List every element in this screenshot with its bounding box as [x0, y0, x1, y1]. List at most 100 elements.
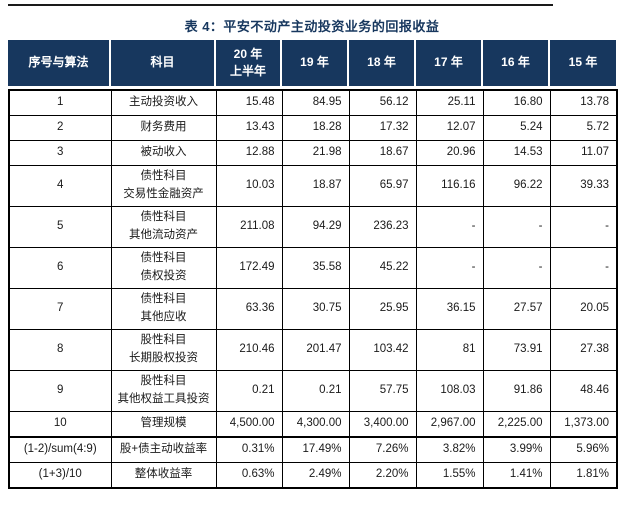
value-cell: 18.67	[348, 140, 417, 166]
return-table: 序号与算法 科目 20 年上半年 19 年 18 年 17 年 16 年 15 年 1 主动投资…	[8, 40, 618, 489]
table-row: 10 管理规模 4,500.00 4,300.00 3,400.00 2,967.00 2,…	[8, 411, 618, 438]
value-cell: 18.28	[281, 115, 350, 141]
value-cell: 2,967.00	[415, 411, 484, 438]
row-index-cell: 3	[8, 140, 112, 166]
value-cell: 1.81%	[549, 462, 618, 489]
value-cell: 4,500.00	[215, 411, 283, 438]
row-index-cell: 8	[8, 329, 112, 371]
table-row: 6 债性科目 债权投资 172.49 35.58 45.22- - -	[8, 247, 618, 289]
value-cell: 210.46	[215, 329, 283, 371]
value-cell: 13.78	[549, 89, 618, 116]
value-cell: 0.21	[281, 370, 350, 412]
value-cell: 13.43	[215, 115, 283, 141]
value-cell: 3.82%	[415, 436, 484, 463]
value-cell: 116.16	[415, 165, 484, 207]
value-cell: 94.29	[281, 206, 350, 248]
value-cell: 27.57	[482, 288, 551, 330]
value-cell: 56.12	[348, 89, 417, 116]
value-cell: -	[415, 247, 484, 289]
value-cell: 5.72	[549, 115, 618, 141]
value-cell: 16.80	[482, 89, 551, 116]
row-index-cell: 1	[8, 89, 112, 116]
value-cell: 11.07	[549, 140, 618, 166]
table-header: 序号与算法 科目 20 年上半年 19 年 18 年 17 年 16 年 15 年	[8, 40, 616, 86]
table-row: (1+3)/10 整体收益率 0.63% 2.49% 2.20% 1.55% 1.41% 1.…	[8, 462, 618, 489]
table-row: 5 债性科目 其他流动资产 211.08 94.29 236.23- - -	[8, 206, 618, 248]
value-cell: 5.96%	[549, 436, 618, 463]
value-cell: -	[415, 206, 484, 248]
value-cell: 236.23	[348, 206, 417, 248]
row-index-cell: 5	[8, 206, 112, 248]
value-cell: 57.75	[348, 370, 417, 412]
value-cell: 103.42	[348, 329, 417, 371]
value-cell: 35.58	[281, 247, 350, 289]
value-cell: 12.07	[415, 115, 484, 141]
value-cell: 20.05	[549, 288, 618, 330]
row-index-cell: 6	[8, 247, 112, 289]
column-header: 18 年	[347, 40, 415, 86]
value-cell: -	[549, 206, 618, 248]
value-cell: 14.53	[482, 140, 551, 166]
value-cell: 2.49%	[281, 462, 350, 489]
value-cell: 0.63%	[215, 462, 283, 489]
value-cell: 2.20%	[348, 462, 417, 489]
subject-cell: 主动投资收入	[110, 89, 217, 116]
table-row: 2 财务费用 13.43 18.28 17.32 12.07 5.24 5.72	[8, 115, 618, 141]
table-row: 3 被动收入 12.88 21.98 18.67 20.96 14.53 11.07	[8, 140, 618, 166]
row-index-cell: (1+3)/10	[8, 462, 112, 489]
value-cell: 45.22	[348, 247, 417, 289]
value-cell: -	[482, 247, 551, 289]
value-cell: 3,400.00	[348, 411, 417, 438]
value-cell: 1.41%	[482, 462, 551, 489]
value-cell: 2,225.00	[482, 411, 551, 438]
column-header: 序号与算法	[8, 40, 110, 86]
row-index-cell: 4	[8, 165, 112, 207]
value-cell: 25.95	[348, 288, 417, 330]
value-cell: 0.31%	[215, 436, 283, 463]
value-cell: 7.26%	[348, 436, 417, 463]
value-cell: 201.47	[281, 329, 350, 371]
subject-cell: 股+债主动收益率	[110, 436, 217, 463]
table-row: 9 股性科目 其他权益工具投资 0.21 0.21 57.75 108.03 91.86 48.…	[8, 370, 618, 412]
value-cell: 1,373.00	[549, 411, 618, 438]
value-cell: 27.38	[549, 329, 618, 371]
value-cell: 0.21	[215, 370, 283, 412]
subject-cell: 财务费用	[110, 115, 217, 141]
column-header: 17 年	[414, 40, 482, 86]
top-divider	[8, 4, 553, 6]
row-index-cell: 7	[8, 288, 112, 330]
table-body: 1 主动投资收入 15.48 84.95 56.12 25.11 16.80 13.78 2 财务…	[8, 89, 618, 489]
subject-cell: 管理规模	[110, 411, 217, 438]
column-header: 15 年	[548, 40, 616, 86]
value-cell: 17.49%	[281, 436, 350, 463]
value-cell: 1.55%	[415, 462, 484, 489]
header-row: 序号与算法 科目 20 年上半年 19 年 18 年 17 年 16 年 15 年	[8, 40, 616, 86]
row-index-cell: 10	[8, 411, 112, 438]
value-cell: 108.03	[415, 370, 484, 412]
subject-cell: 债性科目 其他流动资产	[110, 206, 217, 248]
column-header: 科目	[109, 40, 215, 86]
value-cell: 3.99%	[482, 436, 551, 463]
value-cell: 48.46	[549, 370, 618, 412]
column-header: 19 年	[280, 40, 348, 86]
value-cell: -	[482, 206, 551, 248]
subject-cell: 股性科目 长期股权投资	[110, 329, 217, 371]
value-cell: 5.24	[482, 115, 551, 141]
column-header: 20 年上半年	[214, 40, 281, 86]
subject-cell: 股性科目 其他权益工具投资	[110, 370, 217, 412]
column-header: 16 年	[481, 40, 549, 86]
table-row: (1-2)/sum(4:9) 股+债主动收益率 0.31% 17.49% 7.26% 3.…	[8, 436, 618, 463]
value-cell: 17.32	[348, 115, 417, 141]
value-cell: 39.33	[549, 165, 618, 207]
value-cell: 30.75	[281, 288, 350, 330]
subject-cell: 整体收益率	[110, 462, 217, 489]
value-cell: 211.08	[215, 206, 283, 248]
value-cell: 91.86	[482, 370, 551, 412]
value-cell: 73.91	[482, 329, 551, 371]
table-row: 8 股性科目 长期股权投资 210.46 201.47 103.42 81 73.91 27.3…	[8, 329, 618, 371]
value-cell: 81	[415, 329, 484, 371]
value-cell: 4,300.00	[281, 411, 350, 438]
value-cell: 12.88	[215, 140, 283, 166]
subject-cell: 债性科目 交易性金融资产	[110, 165, 217, 207]
subject-cell: 债性科目 其他应收	[110, 288, 217, 330]
